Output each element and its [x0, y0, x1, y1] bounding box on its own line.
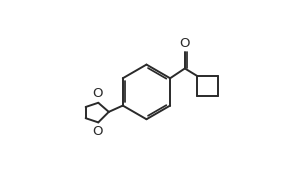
Text: O: O	[180, 37, 190, 50]
Text: O: O	[92, 125, 102, 138]
Text: O: O	[92, 87, 102, 100]
